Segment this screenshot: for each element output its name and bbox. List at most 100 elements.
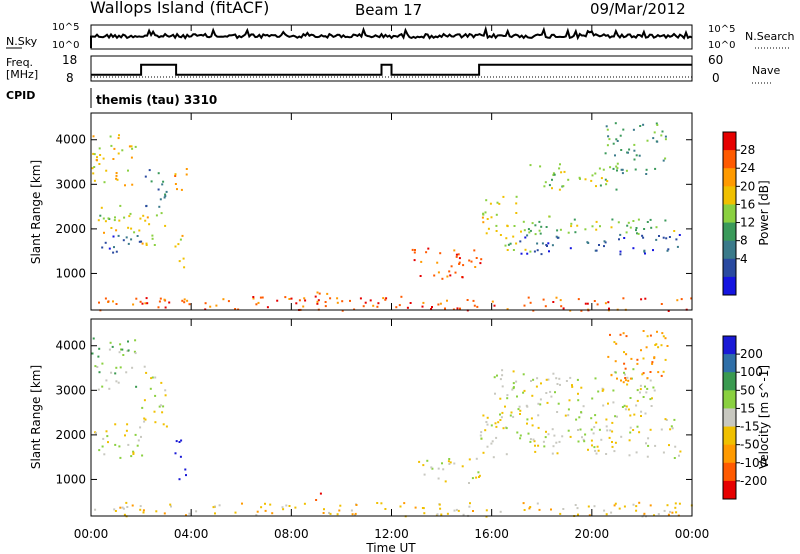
scatter-cell xyxy=(472,299,475,302)
scatter-cell xyxy=(675,238,678,241)
scatter-cell xyxy=(487,227,490,230)
colorbar-segment xyxy=(723,132,736,151)
scatter-cell xyxy=(110,371,113,374)
scatter-cell xyxy=(639,384,642,387)
scatter-cell xyxy=(558,440,561,443)
scatter-cell xyxy=(614,360,617,363)
scatter-cell xyxy=(400,295,403,298)
scatter-cell xyxy=(515,195,518,198)
scatter-cell xyxy=(495,224,498,227)
scatter-cell xyxy=(130,156,133,159)
scatter-cell xyxy=(539,398,542,401)
scatter-cell xyxy=(606,144,609,147)
scatter-cell xyxy=(144,418,147,421)
scatter-cell xyxy=(256,510,259,513)
scatter-cell xyxy=(485,515,488,518)
scatter-cell xyxy=(96,156,98,159)
velocity-colorbar-label: Velocity [m s^-1] xyxy=(757,365,771,469)
scatter-cell xyxy=(114,423,117,426)
scatter-cell xyxy=(110,144,113,147)
scatter-cell xyxy=(610,511,613,514)
scatter-cell xyxy=(575,418,578,421)
scatter-cell xyxy=(519,240,522,243)
scatter-cell xyxy=(252,296,255,298)
scatter-cell xyxy=(141,242,144,245)
scatter-cell xyxy=(579,428,582,431)
scatter-cell xyxy=(99,214,102,217)
scatter-cell xyxy=(466,299,469,301)
scatter-cell xyxy=(615,138,618,141)
scatter-cell xyxy=(611,421,614,424)
scatter-cell xyxy=(150,377,153,380)
scatter-cell xyxy=(523,389,526,392)
scatter-cell xyxy=(385,297,388,300)
scatter-cell xyxy=(583,440,586,443)
scatter-cell xyxy=(188,303,191,306)
cpid-label: CPID xyxy=(6,89,35,102)
scatter-cell xyxy=(144,302,147,305)
scatter-cell xyxy=(577,513,579,516)
scatter-cell xyxy=(165,425,168,428)
scatter-cell xyxy=(414,249,416,251)
scatter-cell xyxy=(133,231,136,234)
scatter-cell xyxy=(112,235,115,238)
scatter-cell xyxy=(163,512,166,515)
scatter-cell xyxy=(545,430,547,433)
scatter-cell xyxy=(127,242,130,245)
scatter-cell xyxy=(569,309,572,312)
scatter-cell xyxy=(107,217,110,220)
scatter-cell xyxy=(303,297,306,300)
colorbar-segment xyxy=(723,354,736,373)
scatter-cell xyxy=(329,297,332,300)
scatter-cell xyxy=(506,394,509,397)
scatter-cell xyxy=(665,237,668,240)
scatter-cell xyxy=(326,292,329,295)
scatter-cell xyxy=(537,444,540,447)
scatter-cell xyxy=(294,506,297,509)
scatter-cell xyxy=(126,423,129,426)
scatter-cell xyxy=(494,422,497,425)
scatter-cell xyxy=(501,411,504,414)
scatter-cell xyxy=(590,428,593,431)
scatter-cell xyxy=(475,257,478,259)
scatter-cell xyxy=(627,151,629,154)
scatter-cell xyxy=(609,166,612,169)
scatter-cell xyxy=(545,244,548,246)
scatter-cell xyxy=(499,397,502,400)
scatter-cell xyxy=(668,444,670,447)
scatter-cell xyxy=(602,404,605,407)
scatter-cell xyxy=(606,180,609,183)
scatter-cell xyxy=(584,433,587,436)
scatter-cell xyxy=(453,462,456,465)
scatter-cell xyxy=(563,170,566,173)
scatter-cell xyxy=(614,441,617,444)
scatter-cell xyxy=(127,169,129,172)
scatter-cell xyxy=(149,387,152,390)
scatter-cell xyxy=(115,303,118,305)
scatter-cell xyxy=(449,461,452,464)
scatter-cell xyxy=(143,399,146,402)
scatter-cell xyxy=(629,226,632,229)
scatter-cell xyxy=(554,391,556,394)
scatter-cell xyxy=(621,168,624,171)
scatter-cell xyxy=(98,163,101,165)
velocity-yticks: 1000 2000 3000 4000 xyxy=(55,339,692,486)
scatter-cell xyxy=(612,389,615,392)
scatter-cell xyxy=(484,211,487,214)
scatter-cell xyxy=(600,177,603,180)
scatter-cell xyxy=(114,510,117,512)
scatter-cell xyxy=(102,217,105,220)
scatter-cell xyxy=(475,457,478,460)
scatter-cell xyxy=(146,216,149,219)
nsearch-label: N.Search xyxy=(745,30,795,43)
scatter-cell xyxy=(676,245,679,248)
scatter-cell xyxy=(537,402,540,405)
scatter-cell xyxy=(430,308,433,310)
scatter-cell xyxy=(530,417,533,420)
power-panel: 1000 2000 3000 4000 Slant Range [km] xyxy=(29,112,693,312)
scatter-cell xyxy=(440,513,443,516)
scatter-cell xyxy=(165,190,168,193)
scatter-cell xyxy=(635,451,638,454)
scatter-cell xyxy=(92,172,95,175)
scatter-cell xyxy=(107,441,109,444)
